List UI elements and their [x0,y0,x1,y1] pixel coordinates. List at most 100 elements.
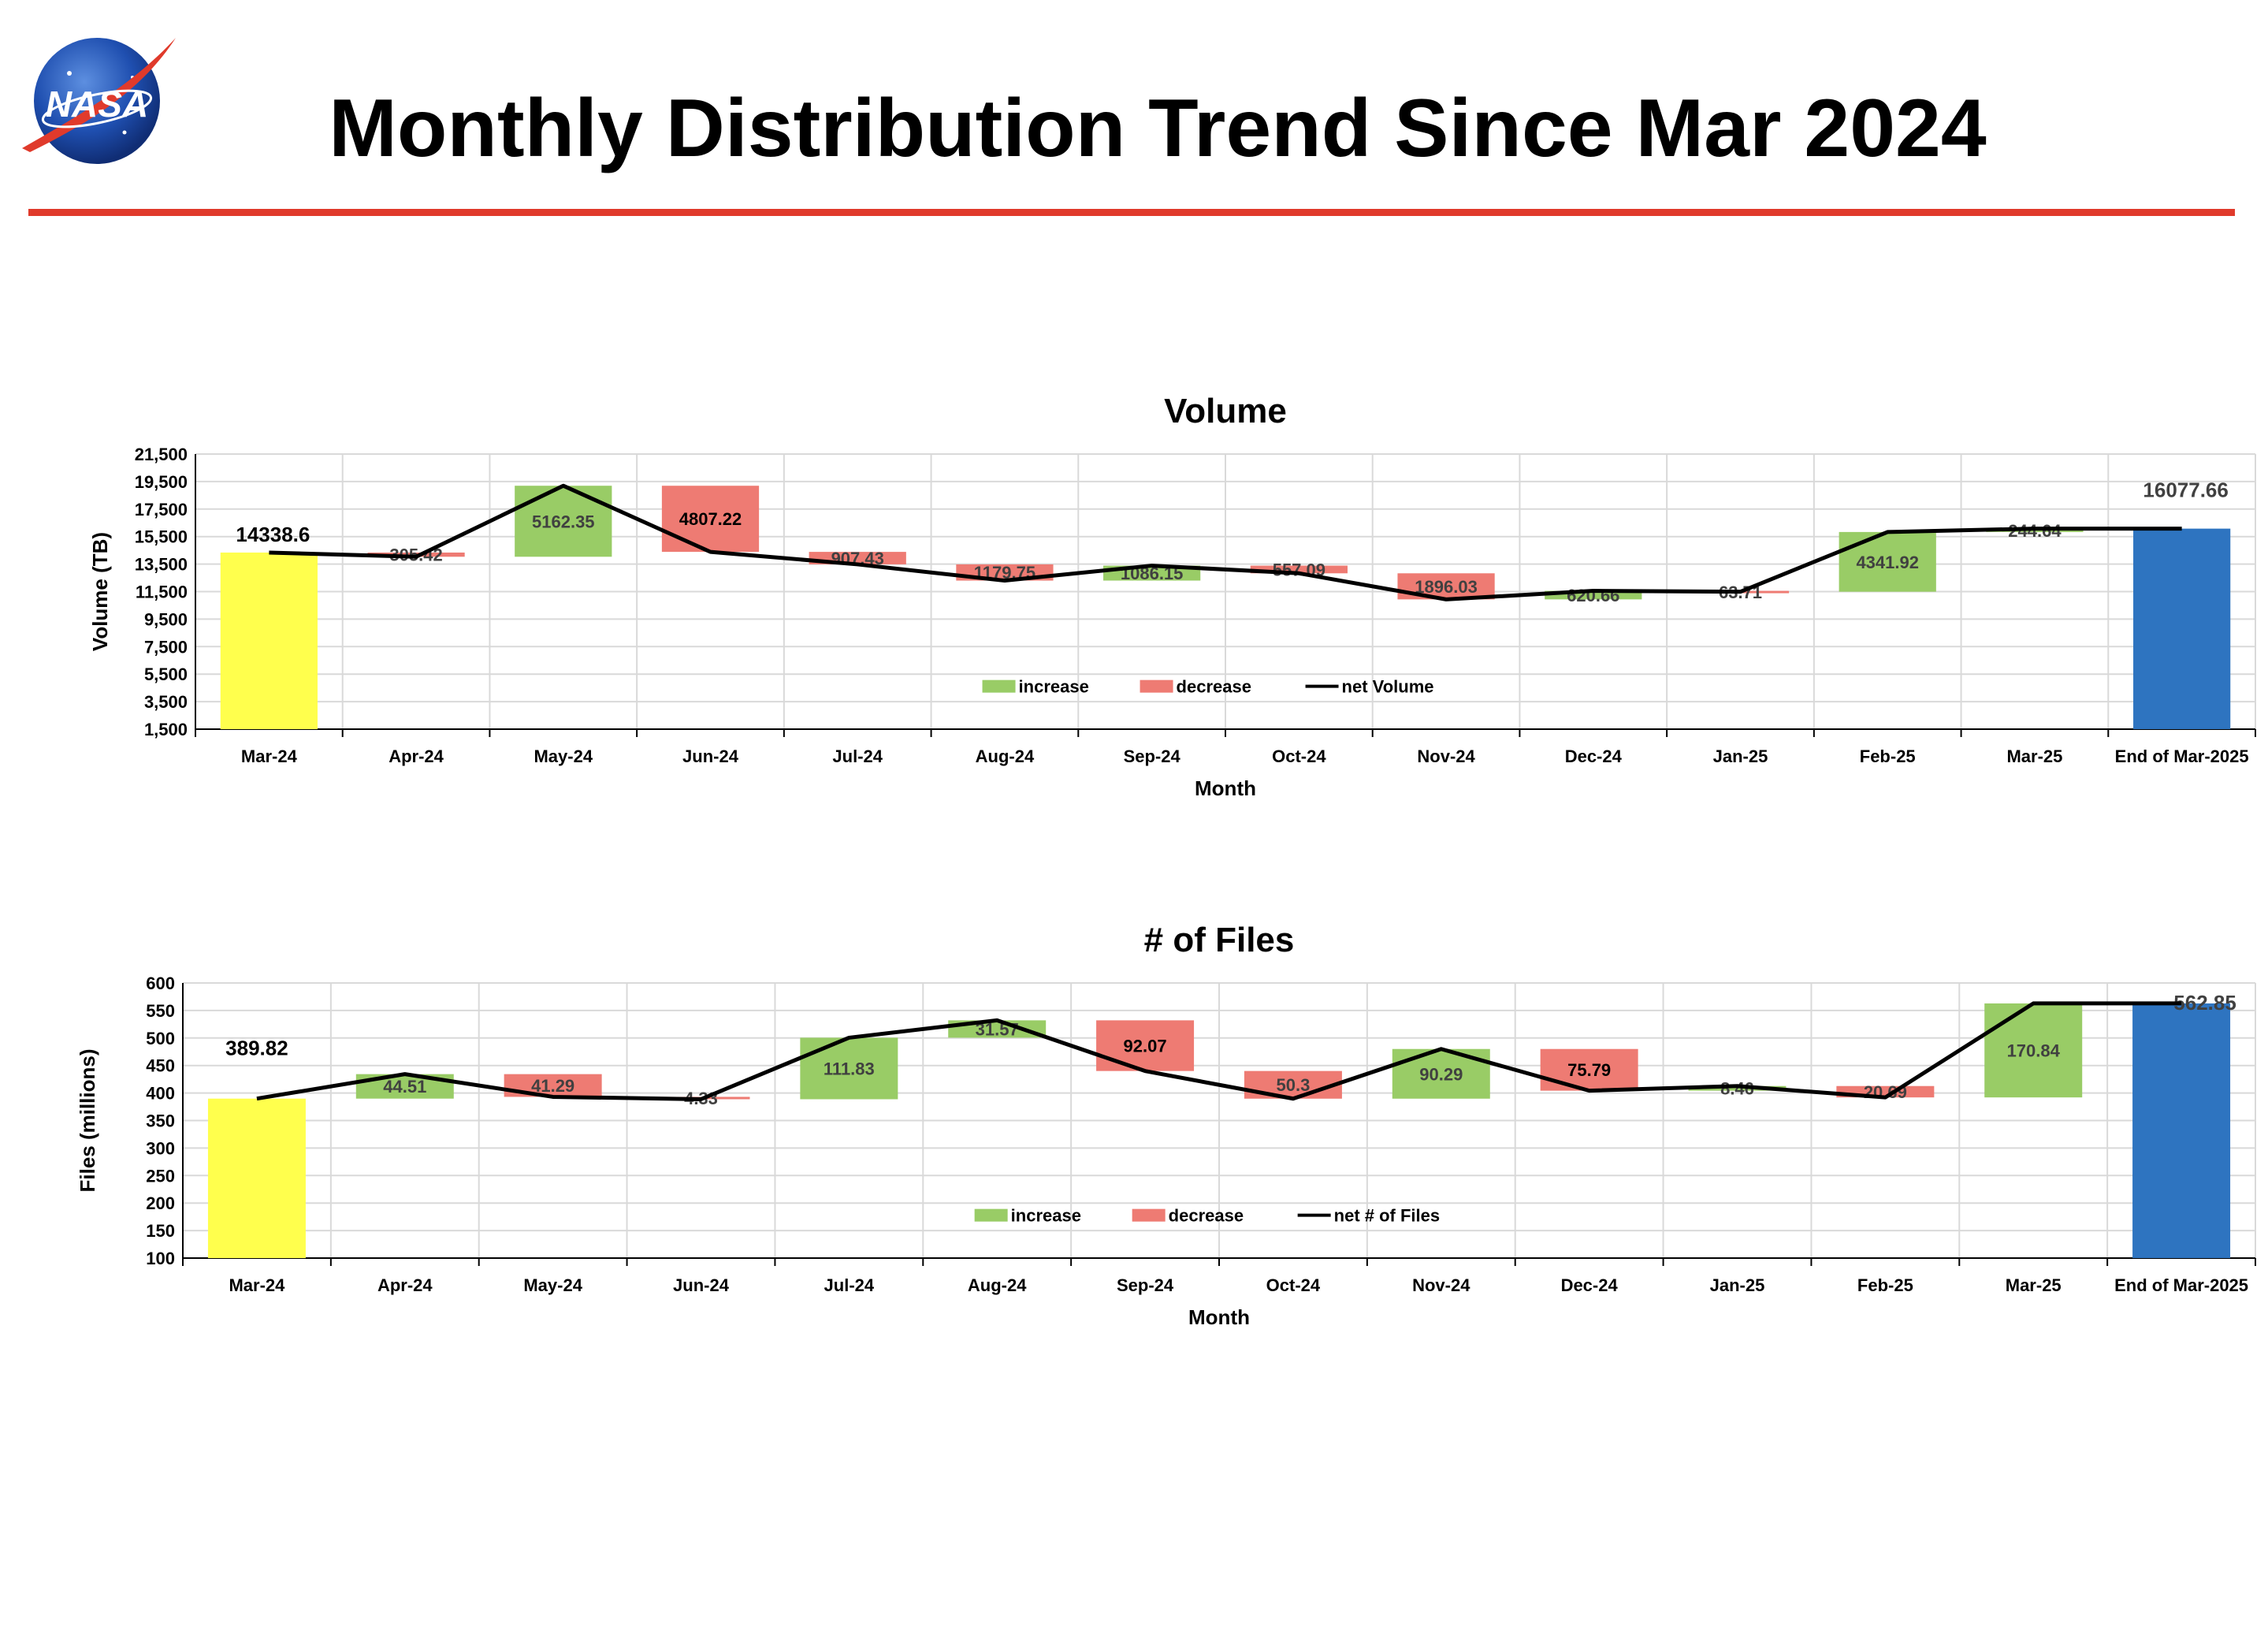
y-axis-title: Volume (TB) [88,532,112,651]
change-value-label: 1896.03 [1415,577,1478,597]
x-tick-label: Apr-24 [389,746,444,766]
y-tick-label: 19,500 [135,472,188,492]
x-axis-title: Month [1188,1305,1250,1329]
change-value-label: 111.83 [824,1059,875,1078]
x-tick-label: Aug-24 [976,746,1035,766]
logo-wordmark: NASA [46,84,148,125]
y-tick-label: 150 [146,1221,175,1241]
x-tick-label: Dec-24 [1565,746,1623,766]
legend: increase decrease net Volume [982,677,1434,697]
volume-chart: Volume 1,500 3,500 5,500 7,500 9,500 11,500 13,… [88,392,2256,800]
legend-label-decrease: decrease [1169,1206,1244,1226]
y-tick-label: 350 [146,1111,175,1131]
x-axis-title: Month [1195,776,1256,800]
legend-label-increase: increase [1011,1206,1081,1226]
change-value-label: 75.79 [1567,1060,1611,1080]
y-tick-label: 550 [146,1001,175,1021]
x-tick-label: End of Mar-2025 [2115,746,2249,766]
x-tick-label: Oct-24 [1272,746,1326,766]
y-tick-label: 500 [146,1029,175,1048]
legend-swatch-decrease [1132,1208,1166,1222]
chart-title: Volume [1164,392,1287,430]
legend-swatch-increase [974,1208,1008,1222]
legend-swatch-increase [982,679,1016,693]
y-tick-label: 9,500 [144,609,188,629]
change-value-label: 50.3 [1277,1075,1311,1095]
y-tick-label: 21,500 [135,445,188,464]
title-divider [28,209,2235,216]
decrease-bar [1096,1020,1195,1071]
x-tick-label: Oct-24 [1266,1275,1321,1295]
start-bar [220,552,318,729]
x-tick-label: Sep-24 [1124,746,1181,766]
y-tick-label: 1,500 [144,720,188,739]
y-tick-label: 3,500 [144,692,188,712]
change-value-label: 4341.92 [1856,553,1919,572]
decrease-bar [1540,1048,1638,1091]
y-tick-label: 250 [146,1166,175,1186]
y-tick-label: 11,500 [136,583,188,602]
x-tick-label: Mar-25 [2006,746,2062,766]
y-tick-label: 5,500 [144,665,188,684]
start-bar [207,1098,306,1258]
increase-bar [800,1037,898,1100]
x-tick-label: Jan-25 [1713,746,1768,766]
x-tick-label: May-24 [534,746,593,766]
x-tick-label: Mar-24 [241,746,298,766]
x-tick-label: Nov-24 [1412,1275,1470,1295]
increase-bar [1688,1085,1787,1091]
increase-bar [515,486,612,557]
legend-label-net: net # of Files [1334,1206,1440,1226]
end-bar [2132,1003,2231,1258]
y-tick-label: 300 [146,1138,175,1158]
y-axis-title: Files (millions) [76,1048,99,1192]
net-line [269,483,2182,601]
change-value-label: 44.51 [383,1077,426,1096]
start-value-label: 389.82 [225,1037,288,1060]
start-value-label: 14338.6 [236,523,310,546]
x-tick-label: Jan-25 [1710,1275,1765,1295]
end-bar [2133,528,2231,729]
legend-swatch-decrease [1140,679,1173,693]
end-value-label: 562.85 [2173,991,2236,1015]
y-tick-label: 600 [146,974,175,993]
y-tick-label: 100 [146,1249,175,1268]
x-tick-label: Jul-24 [824,1275,875,1295]
increase-bar [1839,531,1936,592]
y-tick-label: 13,500 [135,555,188,575]
y-tick-label: 15,500 [135,527,188,547]
change-value-label: 90.29 [1419,1064,1463,1084]
y-tick-label: 17,500 [135,500,188,519]
y-tick-label: 200 [146,1193,175,1213]
net-line [256,1001,2182,1101]
x-tick-label: End of Mar-2025 [2114,1275,2248,1295]
logo-star [67,71,72,76]
decrease-bar [661,486,760,553]
x-tick-label: Feb-25 [1857,1275,1913,1295]
logo-orbit [41,89,153,128]
y-tick-label: 450 [146,1056,175,1076]
x-tick-label: Feb-25 [1860,746,1916,766]
change-value-label: 4807.22 [679,509,742,529]
x-tick-label: Jul-24 [832,746,883,766]
x-tick-label: May-24 [523,1275,582,1295]
legend-label-decrease: decrease [1177,677,1251,697]
logo-vector-swoosh [22,38,176,152]
change-value-label: 5162.35 [532,512,595,531]
change-value-label: 41.29 [531,1076,574,1096]
change-value-label: 92.07 [1124,1037,1167,1056]
change-value-label: 170.84 [2007,1041,2061,1061]
y-tick-label: 400 [146,1084,175,1104]
legend-label-increase: increase [1019,677,1089,697]
x-tick-label: Mar-24 [229,1275,285,1295]
nasa-logo: NASA [22,38,176,164]
x-tick-label: Sep-24 [1117,1275,1174,1295]
x-tick-label: Dec-24 [1561,1275,1619,1295]
legend: increase decrease net # of Files [974,1206,1440,1226]
x-tick-label: Aug-24 [968,1275,1027,1295]
end-value-label: 16077.66 [2143,478,2228,502]
increase-bar [1545,590,1642,600]
x-tick-label: Mar-25 [2006,1275,2062,1295]
x-tick-label: Jun-24 [673,1275,730,1295]
chart-title: # of Files [1144,921,1295,959]
